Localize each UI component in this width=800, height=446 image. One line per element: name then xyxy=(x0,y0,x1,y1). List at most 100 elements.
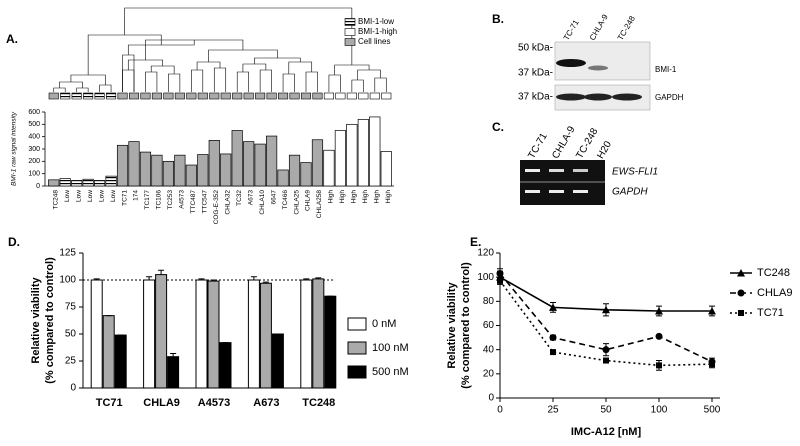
x-tick-label: CHLA258 xyxy=(316,190,323,219)
blot-band xyxy=(556,59,586,67)
error-bar xyxy=(210,279,217,282)
bar xyxy=(116,144,129,187)
bar xyxy=(197,154,209,187)
x-tick-label: TC177 xyxy=(144,190,151,210)
x-tick-label: CHLA9 xyxy=(143,397,180,409)
bar xyxy=(231,130,243,187)
marker xyxy=(550,349,556,356)
legend-label: BMI-1-low xyxy=(358,17,394,26)
leaf-box xyxy=(117,92,128,100)
y-tick-label: 0 xyxy=(36,183,40,190)
bar xyxy=(155,274,168,389)
gel-band xyxy=(549,190,564,193)
x-tick-label: Low xyxy=(98,190,105,202)
bar xyxy=(114,334,127,389)
y-tick-label: 100 xyxy=(59,275,76,286)
y-tick-label: 200 xyxy=(28,158,40,165)
error-bar xyxy=(315,277,322,279)
dendrogram-branch xyxy=(122,69,135,92)
leaf-box xyxy=(220,92,231,100)
x-tick-label: High xyxy=(362,190,369,204)
x-tick-label: 100 xyxy=(651,405,668,416)
bar xyxy=(357,119,369,187)
leaf-box xyxy=(255,92,266,100)
x-tick-label: CHLA10 xyxy=(259,190,266,215)
band-label: GAPDH xyxy=(612,187,648,198)
leaf-box xyxy=(358,92,369,100)
gel-band xyxy=(525,190,540,193)
gel-band xyxy=(573,190,588,193)
legend-label: 100 nM xyxy=(372,342,409,354)
x-tick-label: High xyxy=(339,190,346,204)
leaf-box xyxy=(346,92,357,100)
y-tick-label: 125 xyxy=(59,248,76,259)
bar xyxy=(259,282,272,389)
leaf-box xyxy=(186,92,197,100)
y-tick-label: 300 xyxy=(28,146,40,153)
error-bar xyxy=(262,281,269,284)
lane-label: TC-71 xyxy=(562,18,581,42)
x-tick-label: A673 xyxy=(247,190,254,206)
leaf-box xyxy=(106,92,117,100)
bar xyxy=(247,279,260,389)
y-tick-label: 25 xyxy=(65,356,77,367)
leaf-box xyxy=(48,92,59,100)
x-tick-label: High xyxy=(385,190,392,204)
leaf-box xyxy=(381,92,392,100)
bar xyxy=(324,295,337,389)
y-tick-label: 400 xyxy=(28,134,40,141)
x-tick-label: TTC547 xyxy=(202,190,209,214)
blot-band xyxy=(556,93,586,101)
x-tick-label: High xyxy=(374,190,381,204)
bar xyxy=(271,333,284,389)
x-tick-label: A4573 xyxy=(179,190,186,209)
bar xyxy=(243,141,255,187)
bar xyxy=(151,154,163,187)
error-bar xyxy=(158,269,165,275)
legend-label: TC71 xyxy=(757,307,784,319)
size-marker: 37 kDa- xyxy=(518,68,553,79)
size-marker: 37 kDa- xyxy=(518,92,553,103)
y-tick-label: 600 xyxy=(28,109,40,116)
dendrogram-branch xyxy=(357,69,381,80)
legend-marker xyxy=(738,310,744,316)
gel-band xyxy=(573,169,588,172)
gel: TC-71 CHLA-9 TC-248 H20 EWS-FLI1 GAPDH xyxy=(520,124,658,205)
legend-label: 0 nM xyxy=(372,318,396,330)
error-bar xyxy=(303,278,310,280)
x-tick-label: 174 xyxy=(133,190,140,201)
marker xyxy=(655,307,663,315)
leaf-box xyxy=(243,92,254,100)
y-tick-label: 500 xyxy=(28,121,40,128)
legend-label: CHLA9 xyxy=(757,287,792,299)
marker xyxy=(655,332,663,340)
y-axis-label: (% compared to control) xyxy=(44,257,56,384)
bar xyxy=(380,151,392,187)
bar xyxy=(334,130,346,187)
x-tick-label: COG-E-352 xyxy=(213,190,220,225)
x-tick-label: TC71 xyxy=(96,397,123,409)
marker xyxy=(497,277,503,284)
y-tick-label: 40 xyxy=(483,344,495,355)
leaf-box xyxy=(128,92,140,100)
leaf-box xyxy=(60,92,71,100)
x-tick-label: High xyxy=(351,190,358,204)
bar xyxy=(59,178,71,187)
bar xyxy=(266,135,278,187)
band-label: EWS-FLI1 xyxy=(612,167,658,178)
bar xyxy=(174,154,186,187)
lane-label: TC-248 xyxy=(616,14,637,42)
bar xyxy=(143,279,156,389)
dendrogram-branch xyxy=(191,69,204,92)
legend-swatch xyxy=(347,317,367,331)
error-bar xyxy=(93,278,100,280)
y-tick-label: 0 xyxy=(488,393,494,404)
x-tick-label: High xyxy=(328,190,335,204)
x-tick-label: Low xyxy=(64,190,71,202)
x-tick-label: 50 xyxy=(600,405,612,416)
gel-band xyxy=(549,169,564,172)
marker xyxy=(708,307,716,315)
x-tick-label: Low xyxy=(75,190,82,202)
bar xyxy=(254,143,266,187)
